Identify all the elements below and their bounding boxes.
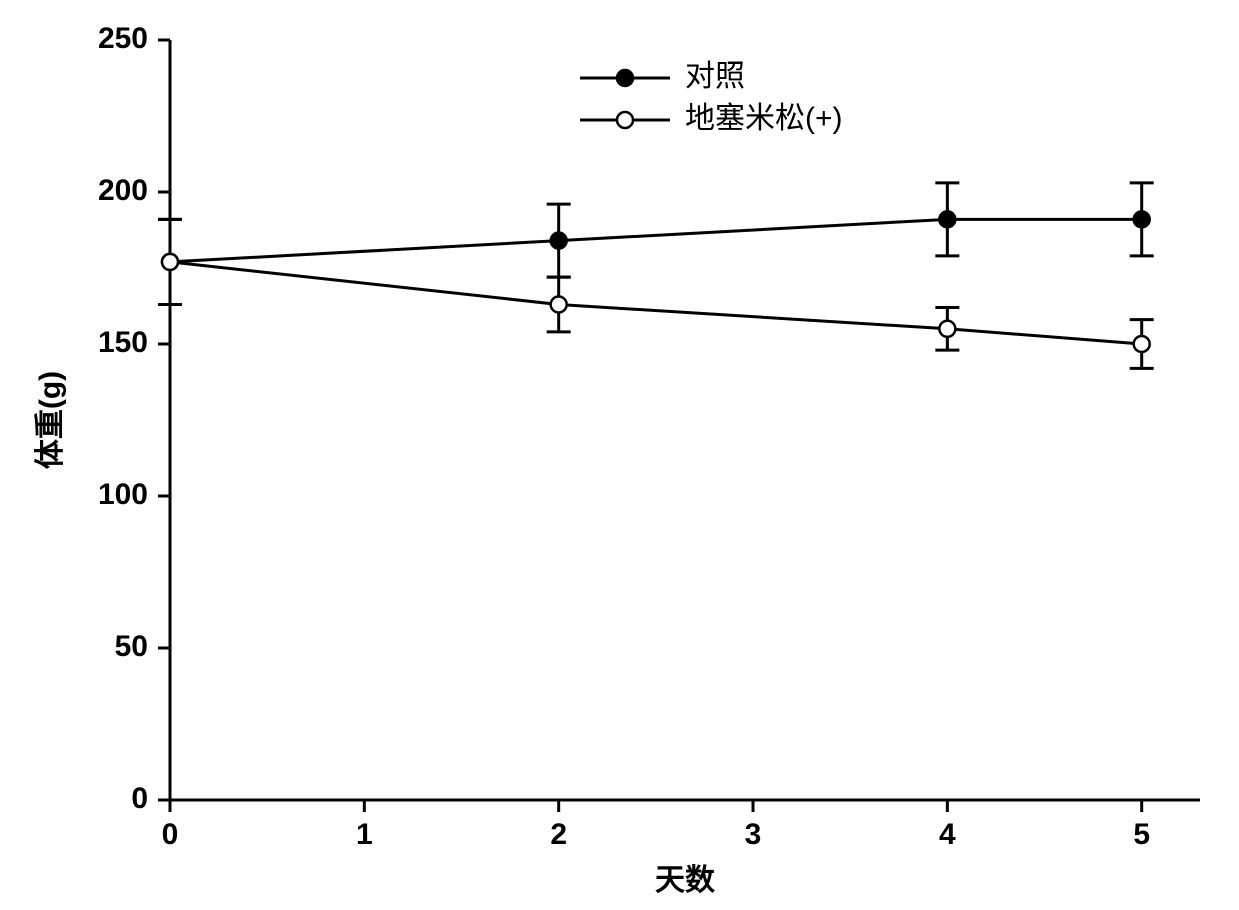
y-tick-label: 100 <box>98 478 148 511</box>
legend-label: 地塞米松(+) <box>685 102 843 135</box>
legend-marker <box>617 112 633 128</box>
x-tick-label: 1 <box>356 818 373 851</box>
series-marker-1 <box>939 321 955 337</box>
legend-marker <box>617 70 633 86</box>
series-marker-1 <box>1134 336 1150 352</box>
series-marker-0 <box>939 211 955 227</box>
y-axis-label: 体重(g) <box>34 371 67 469</box>
series-marker-1 <box>162 254 178 270</box>
y-tick-label: 0 <box>131 782 148 815</box>
y-tick-label: 150 <box>98 326 148 359</box>
x-tick-label: 4 <box>939 818 956 851</box>
x-axis-label: 天数 <box>655 864 716 897</box>
x-tick-label: 3 <box>745 818 762 851</box>
x-tick-label: 5 <box>1133 818 1150 851</box>
series-marker-0 <box>551 233 567 249</box>
chart-background <box>0 0 1239 910</box>
x-tick-label: 2 <box>550 818 567 851</box>
legend-label: 对照 <box>685 60 745 93</box>
series-marker-1 <box>551 296 567 312</box>
y-tick-label: 250 <box>98 22 148 55</box>
chart-container: 0 50 100 150 200 250 0 1 2 3 4 5 体重(g) 天数 对照地塞米松(+) <box>0 0 1239 910</box>
line-chart: 0 50 100 150 200 250 0 1 2 3 4 5 体重(g) 天数 对照地塞米松(+) <box>0 0 1239 910</box>
x-tick-label: 0 <box>162 818 179 851</box>
y-tick-label: 200 <box>98 174 148 207</box>
y-tick-label: 50 <box>115 630 148 663</box>
series-marker-0 <box>1134 211 1150 227</box>
